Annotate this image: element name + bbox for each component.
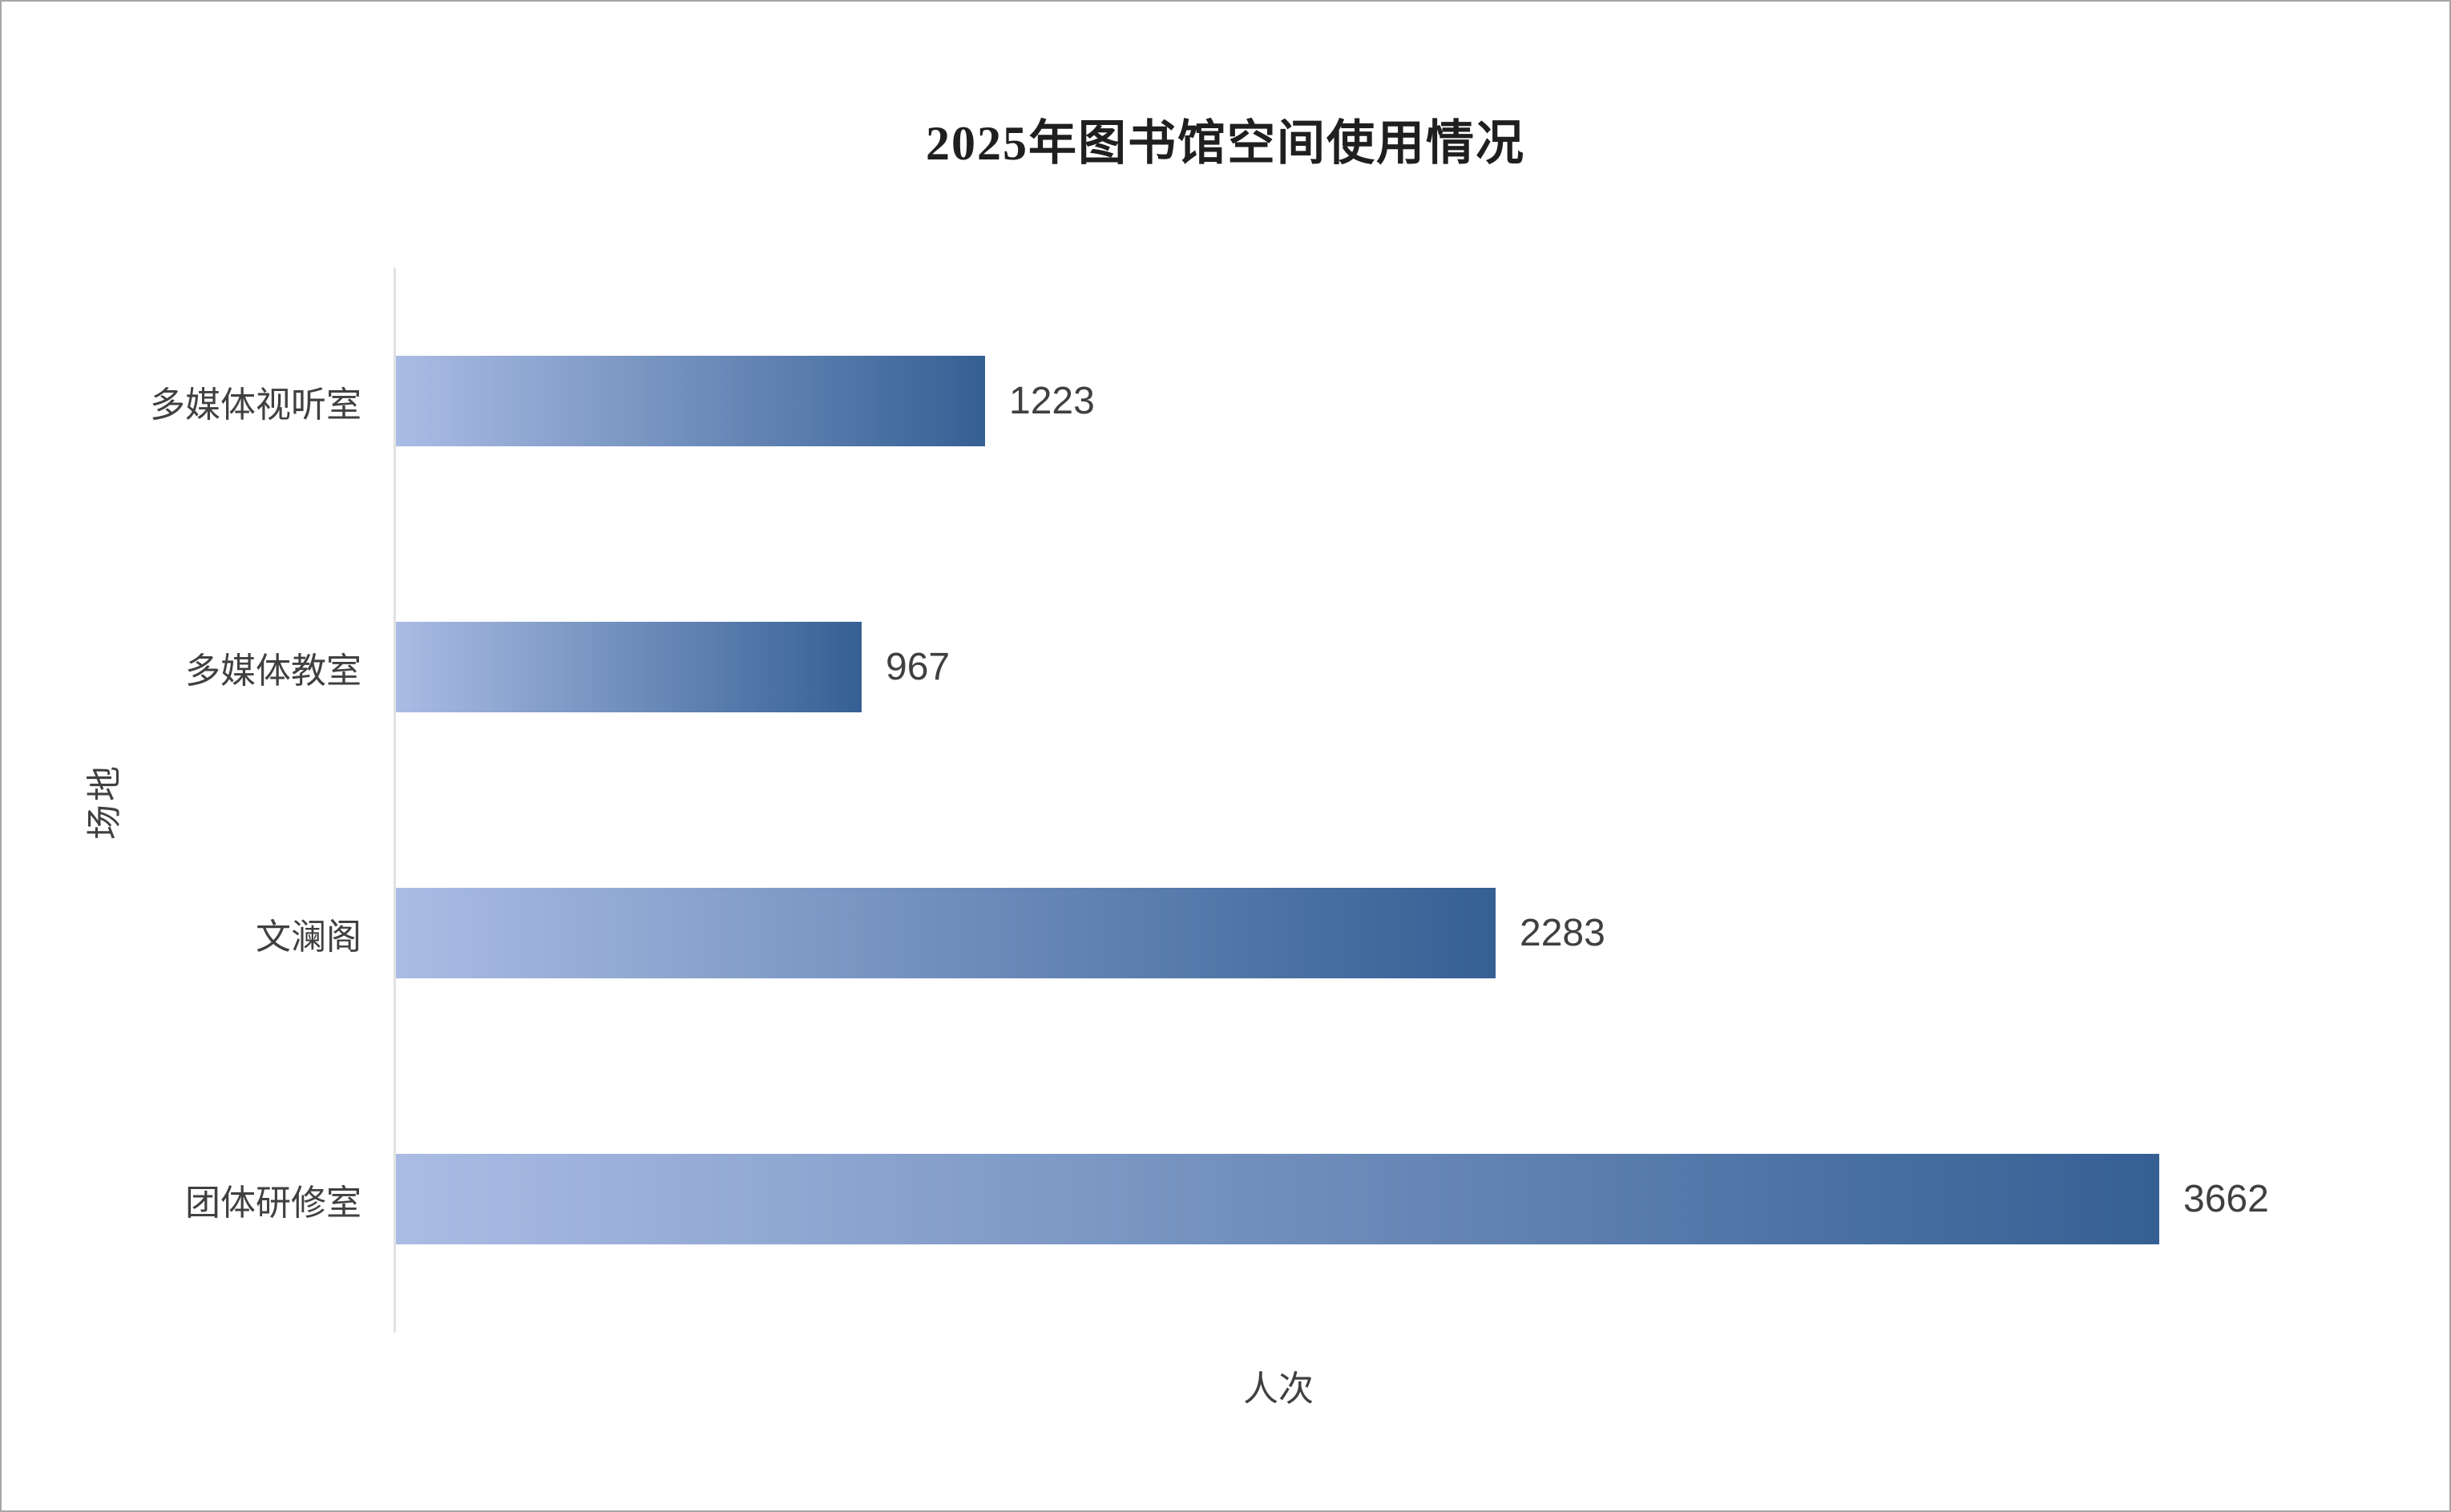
- bar-row: 多媒体视听室 1223: [150, 356, 1095, 446]
- value-label: 1223: [1009, 380, 1095, 422]
- category-label: 多媒体视听室: [150, 385, 361, 425]
- bar: [396, 622, 862, 712]
- category-label: 文澜阁: [256, 917, 361, 957]
- plot-area: 多媒体视听室 1223 多媒体教室 967 文澜阁 2283 团体研修室 3662: [150, 268, 2301, 1333]
- bar-row: 多媒体教室 967: [185, 622, 951, 712]
- bar: [396, 356, 985, 446]
- value-label: 2283: [1520, 912, 1605, 954]
- chart-title: 2025年图书馆空间使用情况: [926, 117, 1525, 170]
- category-label: 多媒体教室: [185, 651, 361, 691]
- bar-row: 团体研修室 3662: [185, 1154, 2269, 1244]
- bar-row: 文澜阁 2283: [256, 888, 1605, 978]
- y-axis-line: [394, 268, 396, 1333]
- y-axis-title: 场地: [85, 763, 124, 840]
- x-axis-title: 人次: [1243, 1369, 1314, 1409]
- bar: [396, 1154, 2159, 1244]
- value-label: 967: [886, 646, 951, 688]
- bar: [396, 888, 1496, 978]
- value-label: 3662: [2183, 1178, 2269, 1220]
- category-label: 团体研修室: [185, 1183, 361, 1223]
